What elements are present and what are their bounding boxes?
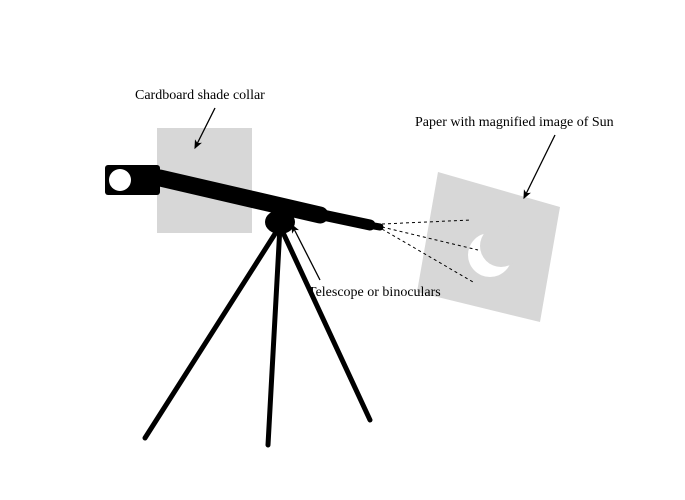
label-collar: Cardboard shade collar <box>135 88 265 104</box>
arrow-paper <box>524 135 555 198</box>
label-telescope: Telescope or binoculars <box>308 285 441 301</box>
tripod <box>145 226 370 445</box>
eyepiece <box>105 165 160 195</box>
label-paper: Paper with magnified image of Sun <box>415 115 614 131</box>
arrow-telescope <box>292 225 320 280</box>
